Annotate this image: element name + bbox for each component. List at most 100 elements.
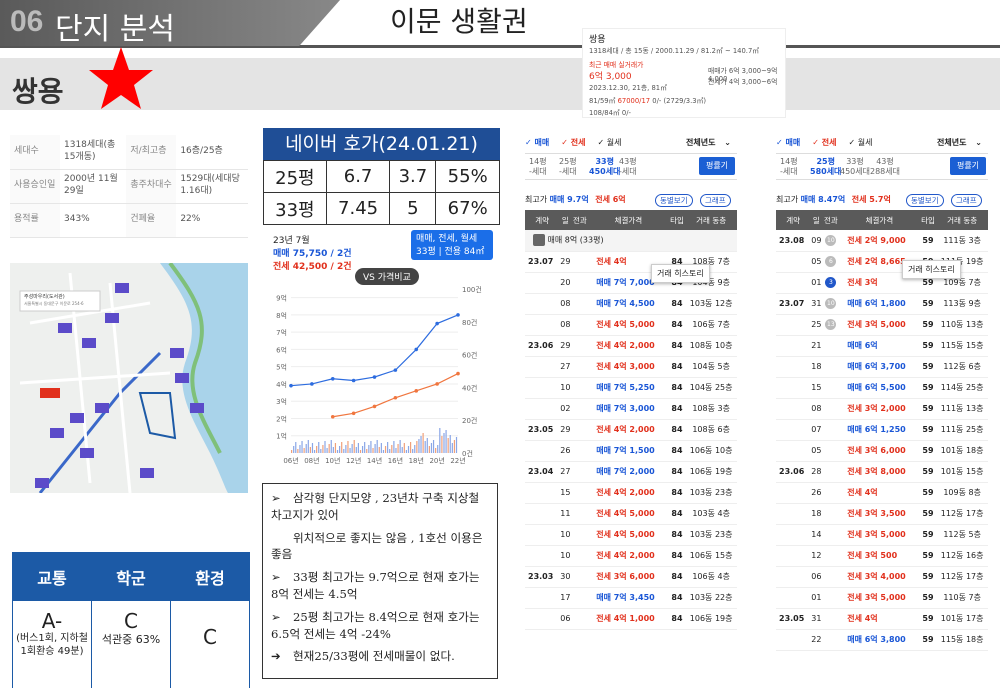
table-row[interactable]: 27 전세 4억 3,000 84 104동 5층 — [525, 356, 737, 378]
volume-bar — [330, 440, 332, 453]
table-row[interactable]: 01 3 전세 3억 59 109동 7층 — [776, 272, 988, 294]
table-row[interactable]: 23.03 30 전세 3억 6,000 84 106동 4층 — [525, 566, 737, 588]
table-row[interactable]: 06 전세 3억 4,000 59 112동 17층 — [776, 566, 988, 588]
table-row[interactable]: 08 전세 4억 5,000 84 106동 7층 — [525, 314, 737, 336]
size-tab[interactable]: 25평 -세대 — [559, 157, 577, 176]
volume-bar — [393, 441, 395, 453]
volume-bar — [366, 449, 368, 453]
score-header: 환경 — [170, 552, 250, 601]
max-price: 최고가 매매 9.7억 전세 6억 동별보기 그래프 — [525, 190, 737, 210]
volume-bar — [453, 440, 456, 453]
table-row[interactable]: 08 전세 3억 2,000 59 111동 13층 — [776, 398, 988, 420]
table-row[interactable]: 11 전세 4억 5,000 84 103동 4층 — [525, 503, 737, 525]
year-filter[interactable]: 전체년도 ⌄ — [686, 138, 731, 147]
star-icon — [89, 47, 153, 109]
table-row[interactable]: 25 13 전세 3억 5,000 59 110동 13층 — [776, 314, 988, 336]
volume-bar — [343, 449, 345, 453]
volume-bar — [407, 446, 410, 453]
size-tab[interactable]: 14평 -세대 — [780, 157, 798, 176]
table-row[interactable]: 14 전세 3억 5,000 59 112동 5층 — [776, 524, 988, 546]
vs-compare-button[interactable]: VS 가격비교 — [355, 268, 419, 285]
y-tick-label: 5억 — [276, 364, 287, 372]
table-row[interactable]: 10 전세 4억 2,000 84 106동 15층 — [525, 545, 737, 567]
score-cell: C 석관중 63% — [91, 600, 171, 688]
data-point — [372, 404, 377, 409]
graph-button[interactable]: 그래프 — [951, 194, 982, 207]
table-row[interactable]: 23.06 28 전세 3억 8,000 59 101동 15층 — [776, 461, 988, 483]
price-chart: 9억 8억 7억 6억 5억 4억 3억 2억 1억 100건 80건 60건 40건 20건 0건 06년 0… — [276, 285, 482, 465]
by-building-button[interactable]: 동별보기 — [906, 194, 944, 207]
table-row[interactable]: 06 전세 4억 1,000 84 106동 19층 — [525, 608, 737, 630]
section-tab — [0, 0, 340, 46]
tab-0[interactable]: ✓ 매매 — [525, 138, 550, 147]
table-row[interactable]: 23.05 29 전세 4억 2,000 84 108동 6층 — [525, 419, 737, 441]
by-building-button[interactable]: 동별보기 — [655, 194, 693, 207]
table-row[interactable]: 23.05 31 전세 4억 59 101동 17층 — [776, 608, 988, 630]
table-row[interactable]: 26 전세 4억 59 109동 8층 — [776, 482, 988, 504]
volume-bar — [339, 446, 341, 453]
pyeong-button[interactable]: 평률기 — [699, 157, 735, 175]
tab-0[interactable]: ✓ 매매 — [776, 138, 801, 147]
volume-bar — [376, 440, 378, 453]
complex-summary-card: 쌍용 1318세대 / 총 15동 / 2000.11.29 / 81.2㎡ ~… — [582, 28, 786, 118]
x-tick-label: 14년 — [367, 456, 382, 465]
table-row[interactable]: 15 매매 6억 5,500 59 114동 25층 — [776, 377, 988, 399]
note-item: ➢ 삼각형 단지모양 , 23년차 구축 지상철 차고지가 있어 — [271, 491, 480, 522]
y-tick-label: 7억 — [276, 329, 287, 337]
complex-info-table: 세대수 1318세대(총15개동) 저/최고층 16층/25층 사용승인일 2000년 … — [10, 135, 248, 238]
table-row[interactable]: 23.08 09 10 전세 2억 9,000 59 111동 3층 — [776, 230, 988, 252]
x-tick-label: 16년 — [388, 456, 403, 465]
table-row[interactable]: 05 전세 3억 6,000 59 101동 18층 — [776, 440, 988, 462]
table-row[interactable]: 02 매매 7억 3,000 84 108동 3층 — [525, 398, 737, 420]
tab-2[interactable]: ✓ 월세 — [597, 138, 622, 147]
table-row[interactable]: 12 전세 3억 500 59 112동 16층 — [776, 545, 988, 567]
type-selector[interactable]: 매매, 전세, 월세 33평 | 전용 84㎡ — [411, 230, 493, 260]
table-row[interactable]: 10 매매 7억 5,250 84 104동 25층 — [525, 377, 737, 399]
tab-2[interactable]: ✓ 월세 — [848, 138, 873, 147]
score-header: 학군 — [91, 552, 171, 601]
table-row[interactable]: 08 매매 7억 4,500 84 103동 12층 — [525, 293, 737, 315]
table-row[interactable]: 10 전세 4억 5,000 84 103동 23층 — [525, 524, 737, 546]
x-tick-label: 22년 — [450, 456, 465, 465]
volume-bar — [443, 433, 445, 453]
tab-1[interactable]: ✓ 전세 — [561, 138, 586, 147]
table-row[interactable]: 23.07 31 10 매매 6억 1,800 59 113동 9층 — [776, 293, 988, 315]
table-row[interactable]: 23.07 29 전세 4억 84 108동 7층 — [525, 251, 737, 273]
table-row[interactable]: 01 전세 3억 5,000 59 110동 7층 — [776, 587, 988, 609]
location-map[interactable]: 주성마우리(도서관) 서울특별시 동대문구 이문로 254-6 — [10, 263, 248, 493]
volume-bar — [409, 442, 412, 453]
volume-bar — [416, 441, 418, 453]
table-row[interactable]: 26 매매 7억 1,500 84 106동 10층 — [525, 440, 737, 462]
x-tick-label: 12년 — [346, 456, 361, 465]
note-item: 위치적으로 좋지는 않음 , 1호선 이용은 좋음 — [271, 530, 483, 562]
card-area2: 108/84㎡ — [589, 109, 620, 117]
year-filter[interactable]: 전체년도 ⌄ — [937, 138, 982, 147]
size-tab[interactable]: 14평 -세대 — [529, 157, 547, 176]
graph-button[interactable]: 그래프 — [700, 194, 731, 207]
table-row[interactable]: 23.06 29 전세 4억 2,000 84 108동 10층 — [525, 335, 737, 357]
deal-tabs: ✓ 매매 ✓ 전세 ✓ 월세 전체년도 ⌄ — [776, 132, 988, 154]
score-table: 교통 학군 환경 A- (버스1회, 지하철1회환승 49분) C 석관중 63% C — [12, 552, 250, 688]
transaction-panel-25: ✓ 매매 ✓ 전세 ✓ 월세 전체년도 ⌄ 14평 -세대 25평 580세대 33평 450세대… — [776, 132, 988, 682]
volume-bar — [345, 445, 347, 453]
table-row[interactable]: 07 매매 6억 1,250 59 111동 25층 — [776, 419, 988, 441]
volume-bar — [449, 435, 451, 453]
table-row[interactable]: 18 매매 6억 3,700 59 112동 6층 — [776, 356, 988, 378]
table-row[interactable]: 23.04 27 매매 7억 2,000 84 106동 19층 — [525, 461, 737, 483]
size-tab[interactable]: 43평 288세대 — [870, 157, 900, 176]
size-tab[interactable]: 43평 -세대 — [619, 157, 637, 176]
tab-1[interactable]: ✓ 전세 — [812, 138, 837, 147]
card-date: 2023.12.30, 21층, 81㎡ — [589, 84, 667, 92]
table-row[interactable]: 21 매매 6억 59 115동 15층 — [776, 335, 988, 357]
pyeong-button[interactable]: 평률기 — [950, 157, 986, 175]
size-tab[interactable]: 33평 450세대 — [840, 157, 870, 176]
table-row[interactable]: 15 전세 4억 2,000 84 103동 23층 — [525, 482, 737, 504]
table-row[interactable]: 18 전세 3억 3,500 59 112동 17층 — [776, 503, 988, 525]
chart-jeonse: 전세 42,500 / 2건 — [273, 262, 352, 272]
size-tab[interactable]: 25평 580세대 — [810, 157, 842, 176]
size-tab[interactable]: 33평 450세대 — [589, 157, 621, 176]
table-row[interactable]: 17 매매 7억 3,450 84 103동 22층 — [525, 587, 737, 609]
table-row[interactable]: 22 매매 6억 3,800 59 115동 18층 — [776, 629, 988, 651]
data-point — [372, 375, 377, 379]
